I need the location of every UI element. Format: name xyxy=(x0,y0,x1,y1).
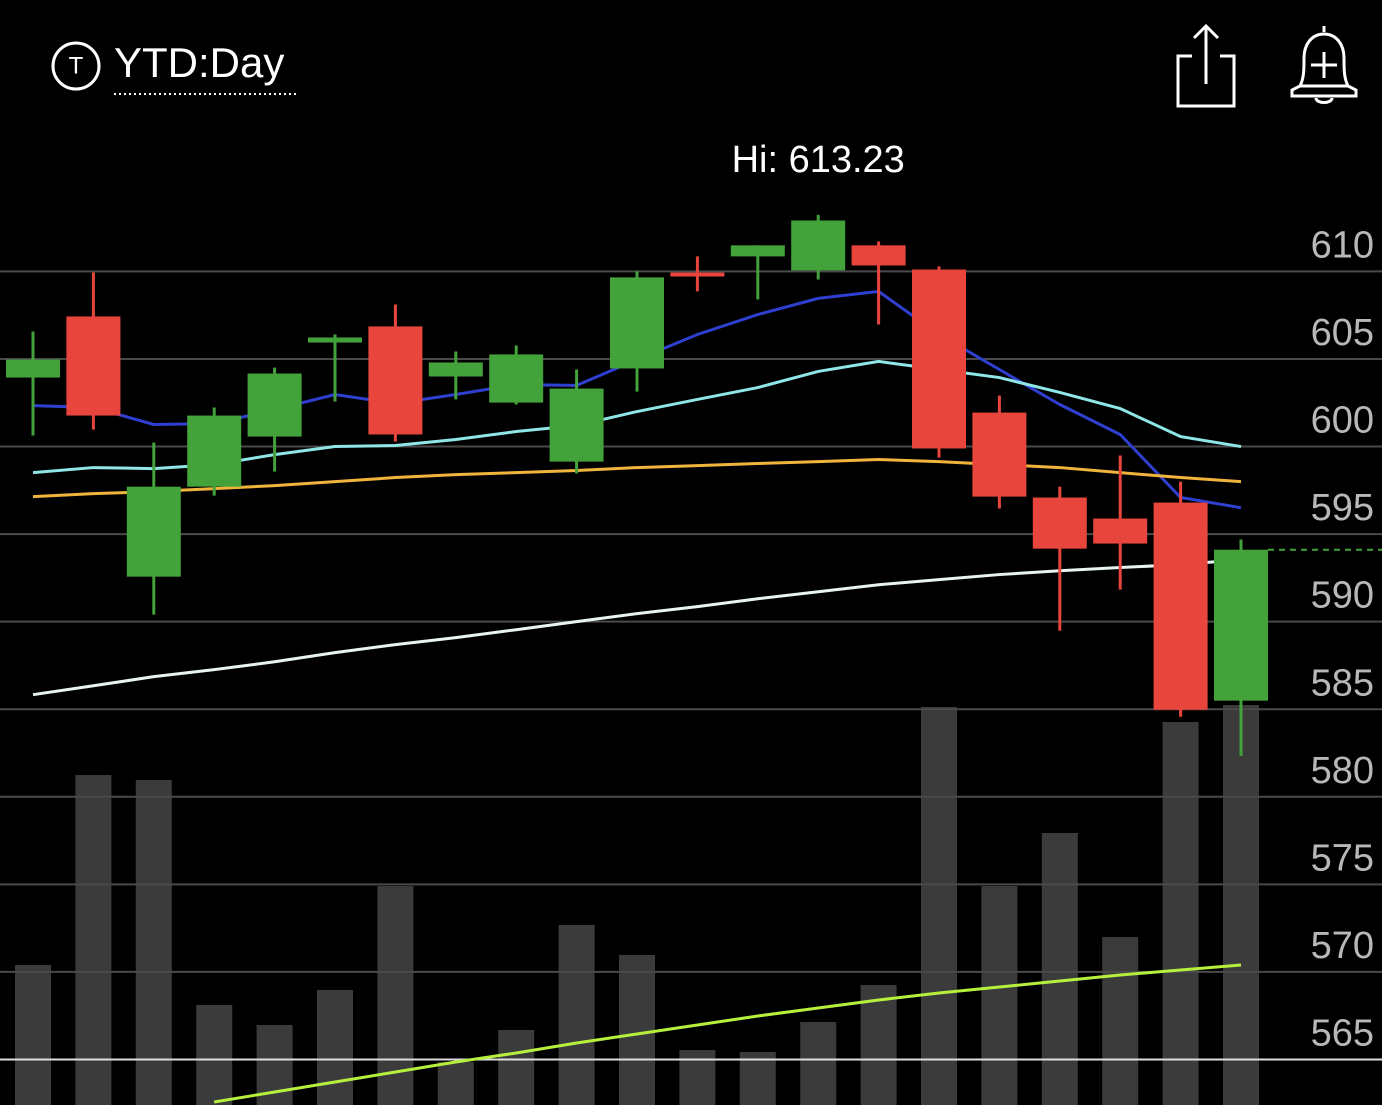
y-tick-label: 565 xyxy=(1311,1013,1374,1055)
volume-bar xyxy=(619,955,655,1105)
y-tick-label: 590 xyxy=(1311,575,1374,617)
volume-bar xyxy=(498,1030,535,1105)
high-annotation: Hi: 613.23 xyxy=(732,139,905,181)
y-tick-label: 600 xyxy=(1311,400,1374,442)
alert-button[interactable] xyxy=(1290,26,1358,104)
candle-body xyxy=(1214,549,1268,701)
candle-body xyxy=(247,373,302,437)
volume-bar xyxy=(981,886,1018,1105)
y-tick-label: 580 xyxy=(1311,750,1374,792)
y-tick-label: 575 xyxy=(1311,837,1374,879)
plus-icon xyxy=(1311,52,1337,78)
y-tick-label: 595 xyxy=(1311,487,1374,529)
volume-bar xyxy=(558,925,595,1105)
bell-icon xyxy=(1290,26,1358,104)
candle-body xyxy=(1093,518,1148,544)
moving-average xyxy=(32,558,1242,697)
volume-average xyxy=(213,963,1242,1104)
candle-body xyxy=(972,412,1027,497)
y-tick-label: 605 xyxy=(1311,312,1374,354)
candle-body xyxy=(6,359,60,378)
share-button[interactable] xyxy=(1176,23,1236,108)
volume-bar xyxy=(196,1005,233,1105)
volume-bar xyxy=(860,985,897,1105)
candle-body xyxy=(489,354,544,403)
share-arrow xyxy=(1192,23,1220,84)
candle-body xyxy=(730,245,785,257)
candle-body xyxy=(428,362,483,377)
period-label: YTD:Day xyxy=(114,39,284,86)
candle-body xyxy=(1153,502,1208,710)
text-layer: 565 570 575 580 585 590 595 600 605 610 Hi: 613.23 xyxy=(732,139,1374,1054)
volume-bar xyxy=(1223,705,1259,1105)
volume-bar xyxy=(679,1050,716,1105)
candle-body xyxy=(670,272,725,277)
volume-layer xyxy=(15,705,1259,1105)
candle-body xyxy=(187,415,242,487)
candle-body xyxy=(66,316,121,416)
y-tick-label: 585 xyxy=(1311,662,1374,704)
candle-body xyxy=(308,337,362,343)
candle-body xyxy=(912,269,966,449)
volume-bar xyxy=(437,1062,474,1105)
candle-body xyxy=(368,326,423,435)
volume-bar xyxy=(800,1022,837,1105)
candle-body xyxy=(851,245,906,266)
volume-bar xyxy=(75,775,112,1105)
volume-bar xyxy=(1102,937,1139,1105)
share-box xyxy=(1176,54,1236,108)
period-icon xyxy=(51,41,101,91)
volume-bar xyxy=(739,1052,776,1105)
volume-bar xyxy=(15,965,51,1105)
candle-body xyxy=(791,220,846,271)
period-selector[interactable]: T YTD:Day xyxy=(51,39,298,95)
period-icon-letter: T xyxy=(69,52,84,79)
moving-average xyxy=(32,458,1242,499)
volume-bar xyxy=(1041,833,1078,1105)
volume-bar xyxy=(135,780,172,1105)
candle-body xyxy=(610,277,664,369)
candles-layer xyxy=(6,214,1382,756)
volume-bar xyxy=(1162,722,1199,1105)
volume-bar xyxy=(921,707,957,1105)
candle-body xyxy=(126,486,181,577)
candle-body xyxy=(1032,497,1087,549)
candle-body xyxy=(549,388,604,462)
volume-bar xyxy=(317,990,353,1105)
y-tick-label: 570 xyxy=(1311,925,1374,967)
y-tick-label: 610 xyxy=(1311,224,1374,266)
